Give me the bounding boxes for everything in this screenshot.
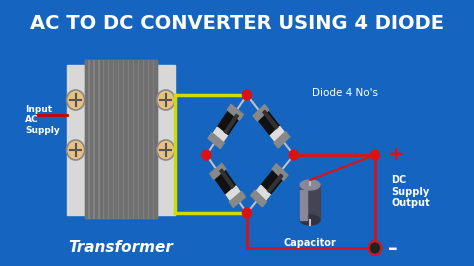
Bar xyxy=(274,131,290,148)
Bar xyxy=(104,60,107,218)
Bar xyxy=(85,60,157,218)
Bar xyxy=(255,107,285,142)
Bar xyxy=(114,60,117,218)
Ellipse shape xyxy=(300,215,320,225)
Bar xyxy=(227,104,243,120)
Bar xyxy=(267,174,283,193)
Circle shape xyxy=(289,150,298,160)
Bar xyxy=(256,185,270,201)
Bar xyxy=(134,60,137,218)
Bar xyxy=(300,190,307,220)
Text: Input
AC
Supply: Input AC Supply xyxy=(25,105,60,135)
Bar xyxy=(220,169,234,188)
Bar xyxy=(154,60,157,218)
Bar xyxy=(149,60,152,218)
Text: Capacitor: Capacitor xyxy=(283,238,337,248)
Circle shape xyxy=(67,90,85,110)
Bar xyxy=(253,105,269,121)
Text: DC
Supply
Output: DC Supply Output xyxy=(391,175,430,208)
Bar xyxy=(272,164,288,180)
Bar xyxy=(119,60,122,218)
Bar xyxy=(212,166,241,202)
Text: AC TO DC CONVERTER USING 4 DIODE: AC TO DC CONVERTER USING 4 DIODE xyxy=(30,14,444,33)
Text: Diode 4 No's: Diode 4 No's xyxy=(312,88,378,98)
Bar xyxy=(213,127,228,142)
Bar xyxy=(300,185,320,220)
Bar xyxy=(100,60,102,218)
Circle shape xyxy=(157,90,175,110)
Text: +: + xyxy=(388,146,404,164)
Circle shape xyxy=(242,208,251,218)
Bar xyxy=(255,167,285,201)
Circle shape xyxy=(371,150,380,160)
Bar xyxy=(210,163,226,179)
Circle shape xyxy=(371,243,380,253)
Bar xyxy=(144,60,147,218)
Bar xyxy=(212,107,241,143)
Bar xyxy=(67,65,85,215)
Bar xyxy=(109,60,112,218)
Bar xyxy=(85,60,87,218)
Bar xyxy=(270,126,284,142)
Bar xyxy=(90,60,92,218)
Bar xyxy=(251,190,266,207)
Bar xyxy=(224,114,238,134)
Bar xyxy=(129,60,132,218)
Circle shape xyxy=(157,140,175,160)
Bar xyxy=(226,186,240,201)
Bar xyxy=(139,60,142,218)
Text: Transformer: Transformer xyxy=(68,240,173,255)
Bar xyxy=(208,133,224,148)
Circle shape xyxy=(67,140,85,160)
Bar xyxy=(94,60,97,218)
Bar xyxy=(229,192,246,207)
Bar xyxy=(157,65,175,215)
Circle shape xyxy=(202,150,211,160)
Ellipse shape xyxy=(300,180,320,190)
Bar xyxy=(124,60,127,218)
Text: –: – xyxy=(388,239,397,257)
Bar xyxy=(263,110,278,129)
Circle shape xyxy=(242,90,251,100)
